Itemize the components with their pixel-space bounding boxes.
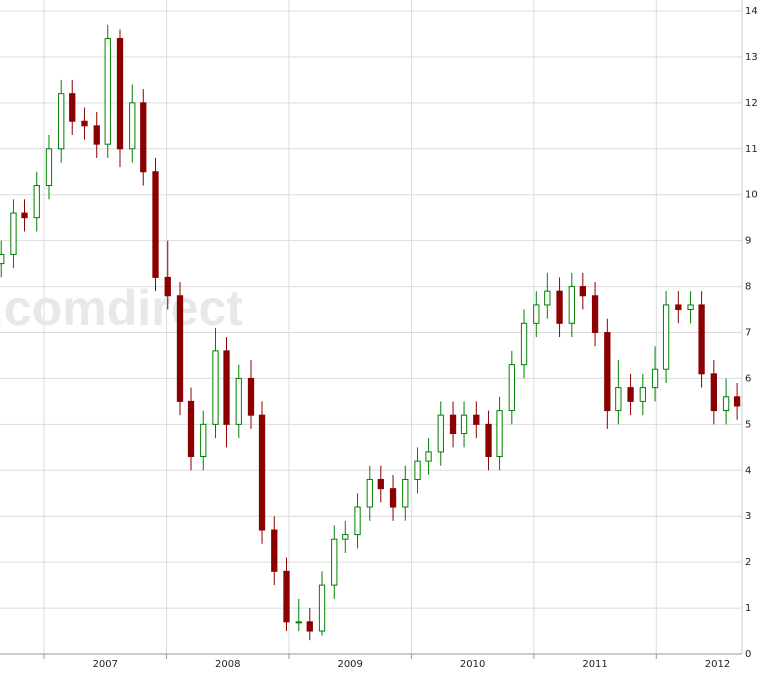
- candle-body: [0, 253, 5, 265]
- candle-body: [306, 621, 313, 632]
- x-tick-label: 2012: [705, 659, 730, 670]
- x-tick-label: 2009: [337, 659, 362, 670]
- x-tick-label: 2008: [215, 659, 240, 670]
- candle-body: [485, 423, 492, 458]
- y-tick-label: 13: [745, 52, 758, 63]
- candle-body: [662, 304, 670, 370]
- candle-body: [579, 286, 586, 297]
- candle-body: [591, 295, 599, 333]
- candle-body: [710, 373, 717, 412]
- candle-body: [33, 185, 40, 219]
- y-tick-label: 7: [745, 328, 751, 339]
- candle-body: [722, 396, 730, 412]
- candle-body: [533, 304, 540, 324]
- candle-body: [639, 387, 646, 402]
- candle-body: [152, 171, 159, 278]
- candle-body: [556, 290, 563, 324]
- candle-body: [21, 212, 28, 219]
- candle-body: [377, 478, 384, 490]
- x-tick-label: 2011: [582, 659, 607, 670]
- y-tick-label: 4: [745, 465, 751, 476]
- y-tick-label: 14: [745, 6, 758, 17]
- y-tick-label: 1: [745, 603, 751, 614]
- candle-body: [45, 148, 53, 187]
- candle-body: [604, 332, 611, 412]
- candle-body: [140, 102, 147, 173]
- candle-body: [460, 414, 468, 435]
- candle-body: [10, 212, 17, 255]
- candle-body: [283, 570, 290, 623]
- y-tick-label: 9: [745, 236, 751, 247]
- candle-body: [93, 125, 100, 145]
- candle-body: [733, 396, 741, 407]
- y-tick-label: 10: [745, 190, 758, 201]
- candle-body: [414, 460, 421, 480]
- candle-body: [271, 529, 278, 572]
- candle-body: [627, 387, 634, 402]
- candle-body: [687, 304, 694, 311]
- candle-body: [449, 414, 457, 435]
- x-tick-label: 2007: [93, 659, 118, 670]
- candle-body: [129, 102, 136, 150]
- candle-body: [675, 304, 682, 311]
- candle-body: [615, 387, 622, 412]
- candle-body: [544, 290, 551, 306]
- candle-body: [176, 295, 184, 402]
- candle-body: [164, 276, 171, 297]
- candle-body: [354, 506, 361, 536]
- candle-body: [651, 368, 659, 389]
- candle-body: [508, 364, 515, 412]
- candle-body: [568, 286, 575, 324]
- candle-body: [223, 350, 230, 425]
- x-tick-label: 2010: [460, 659, 485, 670]
- candle-body: [69, 93, 76, 122]
- candle-body: [295, 621, 302, 624]
- y-tick-label: 5: [745, 419, 751, 430]
- y-tick-label: 11: [745, 144, 758, 155]
- candle-body: [366, 478, 373, 508]
- candle-body: [496, 410, 503, 458]
- candle-body: [200, 423, 207, 458]
- candle-body: [402, 478, 409, 508]
- candle-body: [212, 350, 219, 425]
- candle-body: [235, 377, 242, 425]
- candle-body: [425, 451, 432, 462]
- candle-body: [81, 120, 88, 127]
- candle-body: [116, 38, 124, 150]
- y-tick-label: 0: [745, 649, 751, 660]
- candle-body: [698, 304, 705, 375]
- candle-body: [473, 414, 480, 425]
- candle-body: [258, 414, 266, 531]
- y-tick-label: 8: [745, 282, 751, 293]
- candle-body: [331, 538, 338, 586]
- watermark: .comdirect: [0, 280, 243, 336]
- y-tick-label: 12: [745, 98, 758, 109]
- candle-body: [389, 488, 397, 508]
- candle-body: [437, 414, 444, 453]
- y-tick-label: 2: [745, 557, 751, 568]
- candle-body: [58, 93, 65, 150]
- y-tick-label: 6: [745, 373, 751, 384]
- candle-body: [520, 322, 528, 366]
- candle-body: [318, 584, 326, 632]
- y-tick-label: 3: [745, 511, 751, 522]
- candle-body: [187, 400, 195, 458]
- candle-body: [342, 534, 349, 540]
- candle-body: [104, 38, 111, 145]
- candle-body: [247, 377, 255, 416]
